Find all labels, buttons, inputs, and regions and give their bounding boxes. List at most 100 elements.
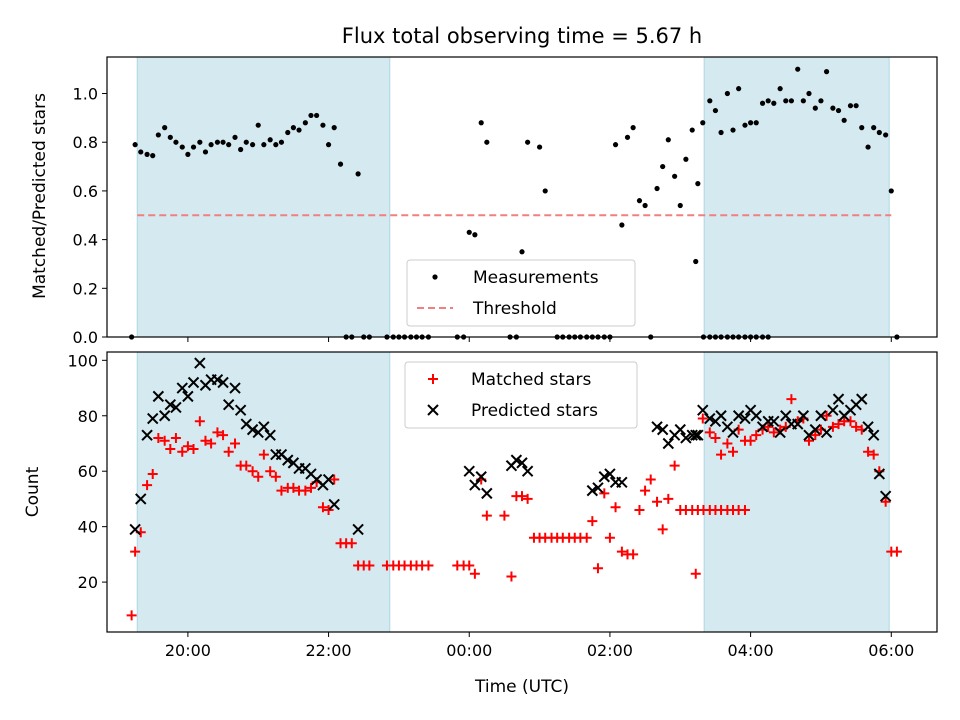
measurements-point-72 — [612, 142, 619, 148]
predicted-stars-point-82 — [832, 393, 845, 405]
bottom-xtick-label-2: 00:00 — [446, 641, 492, 660]
measurements-point-55 — [484, 139, 490, 145]
matched-stars-point-85 — [669, 460, 680, 471]
measurements-point-17 — [226, 142, 232, 148]
measurements-point-13 — [202, 149, 209, 155]
predicted-stars-point-1 — [135, 493, 147, 505]
measurements-point-99 — [693, 258, 699, 265]
predicted-stars-point-64 — [727, 426, 739, 439]
bottom-xtick-label-1: 22:00 — [306, 641, 352, 660]
measurements-point-22 — [255, 122, 261, 128]
predicted-stars-point-75 — [792, 418, 804, 430]
matched-stars-point-13 — [200, 435, 211, 446]
bottom-axes-frame — [106, 351, 938, 633]
matched-stars-point-128 — [868, 449, 879, 460]
matched-stars-point-1 — [130, 546, 141, 557]
measurements-point-60 — [536, 144, 543, 150]
predicted-stars-point-79 — [815, 410, 827, 422]
matched-stars-point-107 — [745, 435, 756, 446]
matched-stars-point-125 — [851, 421, 862, 432]
matched-stars-point-11 — [188, 444, 199, 455]
matched-stars-point-56 — [499, 510, 510, 521]
top-ytick-label-0: 0.0 — [73, 328, 98, 347]
matched-stars-point-52 — [464, 560, 475, 571]
matched-stars-point-82 — [652, 496, 663, 507]
matched-stars-point-16 — [218, 430, 229, 441]
measurements-point-26 — [278, 139, 285, 145]
measurements-point-32 — [314, 112, 320, 119]
measurements-point-117 — [800, 98, 806, 104]
predicted-stars-point-36 — [463, 465, 475, 477]
measurements-point-119 — [812, 105, 818, 111]
measurements-point-108 — [748, 120, 754, 126]
predicted-stars-point-45 — [592, 482, 604, 494]
measurements-point-16 — [220, 139, 226, 145]
matched-stars-point-74 — [604, 532, 615, 543]
bottom-panel: 20 40 60 80 100 20:00 22:00 00:00 02:00 04:00 06:0… — [67, 351, 938, 660]
predicted-stars-point-5 — [158, 410, 171, 422]
matched-stars-point-6 — [159, 435, 170, 446]
bottom-xtick-label-3: 02:00 — [587, 641, 633, 660]
predicted-stars-point-72 — [774, 426, 786, 439]
matched-stars-point-59 — [517, 491, 527, 502]
measurements-point-115 — [788, 98, 794, 104]
measurements-point-79 — [654, 185, 660, 192]
bottom-ytick-label-1: 40 — [78, 518, 98, 537]
measurements-point-59 — [525, 139, 531, 145]
predicted-stars-point-49 — [616, 476, 628, 489]
matched-stars-point-57 — [506, 571, 517, 582]
predicted-stars-point-20 — [246, 423, 259, 436]
matched-stars-point-84 — [663, 493, 674, 504]
matched-stars-point-101 — [710, 432, 721, 443]
measurements-point-127 — [859, 125, 865, 131]
matched-stars-point-0 — [126, 610, 137, 621]
predicted-stars-point-68 — [750, 410, 762, 422]
measurements-point-114 — [783, 98, 789, 104]
matched-stars-point-14 — [206, 438, 217, 449]
matched-stars-point-73 — [599, 488, 610, 499]
measurements-point-2 — [138, 149, 144, 155]
predicted-stars-point-43 — [521, 465, 534, 477]
measurements-point-80 — [660, 163, 666, 170]
top-shaded-interval-0 — [136, 56, 391, 338]
matched-stars-point-80 — [640, 485, 651, 496]
matched-stars-point-132 — [891, 546, 902, 557]
predicted-stars-point-54 — [674, 423, 686, 436]
measurements-point-105 — [730, 127, 736, 133]
measurements-point-123 — [835, 107, 842, 114]
measurements-point-86 — [695, 181, 701, 187]
predicted-stars-point-81 — [827, 404, 839, 416]
matched-stars-point-21 — [247, 466, 258, 477]
matched-stars-point-7 — [165, 444, 176, 455]
bottom-ytick-label-2: 60 — [78, 462, 98, 481]
bottom-xtick-label-5: 06:00 — [868, 641, 914, 660]
matched-stars-point-17 — [223, 446, 234, 457]
top-ytick-label-2: 0.4 — [73, 231, 98, 250]
measurements-point-122 — [830, 105, 836, 111]
bottom-shaded-interval-1 — [703, 351, 890, 633]
measurements-point-12 — [197, 139, 203, 145]
matched-stars-point-23 — [258, 449, 269, 460]
matched-stars-point-124 — [845, 416, 856, 427]
predicted-stars-point-23 — [264, 429, 276, 441]
measurements-point-29 — [296, 127, 302, 133]
predicted-stars-point-8 — [176, 382, 188, 394]
measurements-point-25 — [273, 142, 279, 148]
bottom-legend-label-0: Matched stars — [471, 370, 591, 390]
measurements-point-58 — [519, 249, 525, 255]
measurements-point-4 — [150, 153, 156, 159]
matched-stars-point-114 — [786, 394, 797, 405]
predicted-stars-point-57 — [692, 429, 704, 441]
x-axis-label: Time (UTC) — [474, 677, 569, 697]
bottom-legend-swatch-0 — [428, 374, 438, 384]
measurements-point-27 — [285, 129, 291, 136]
top-legend-label-0: Measurements — [473, 268, 599, 288]
bottom-legend-swatch-1 — [427, 404, 439, 416]
top-ytick-label-5: 1.0 — [73, 85, 98, 104]
measurements-point-3 — [144, 151, 150, 157]
matched-stars-point-97 — [739, 505, 750, 516]
matched-stars-point-122 — [833, 419, 844, 430]
predicted-stars-point-78 — [809, 423, 822, 436]
measurements-point-61 — [542, 188, 548, 194]
top-ytick-label-3: 0.6 — [73, 182, 98, 201]
